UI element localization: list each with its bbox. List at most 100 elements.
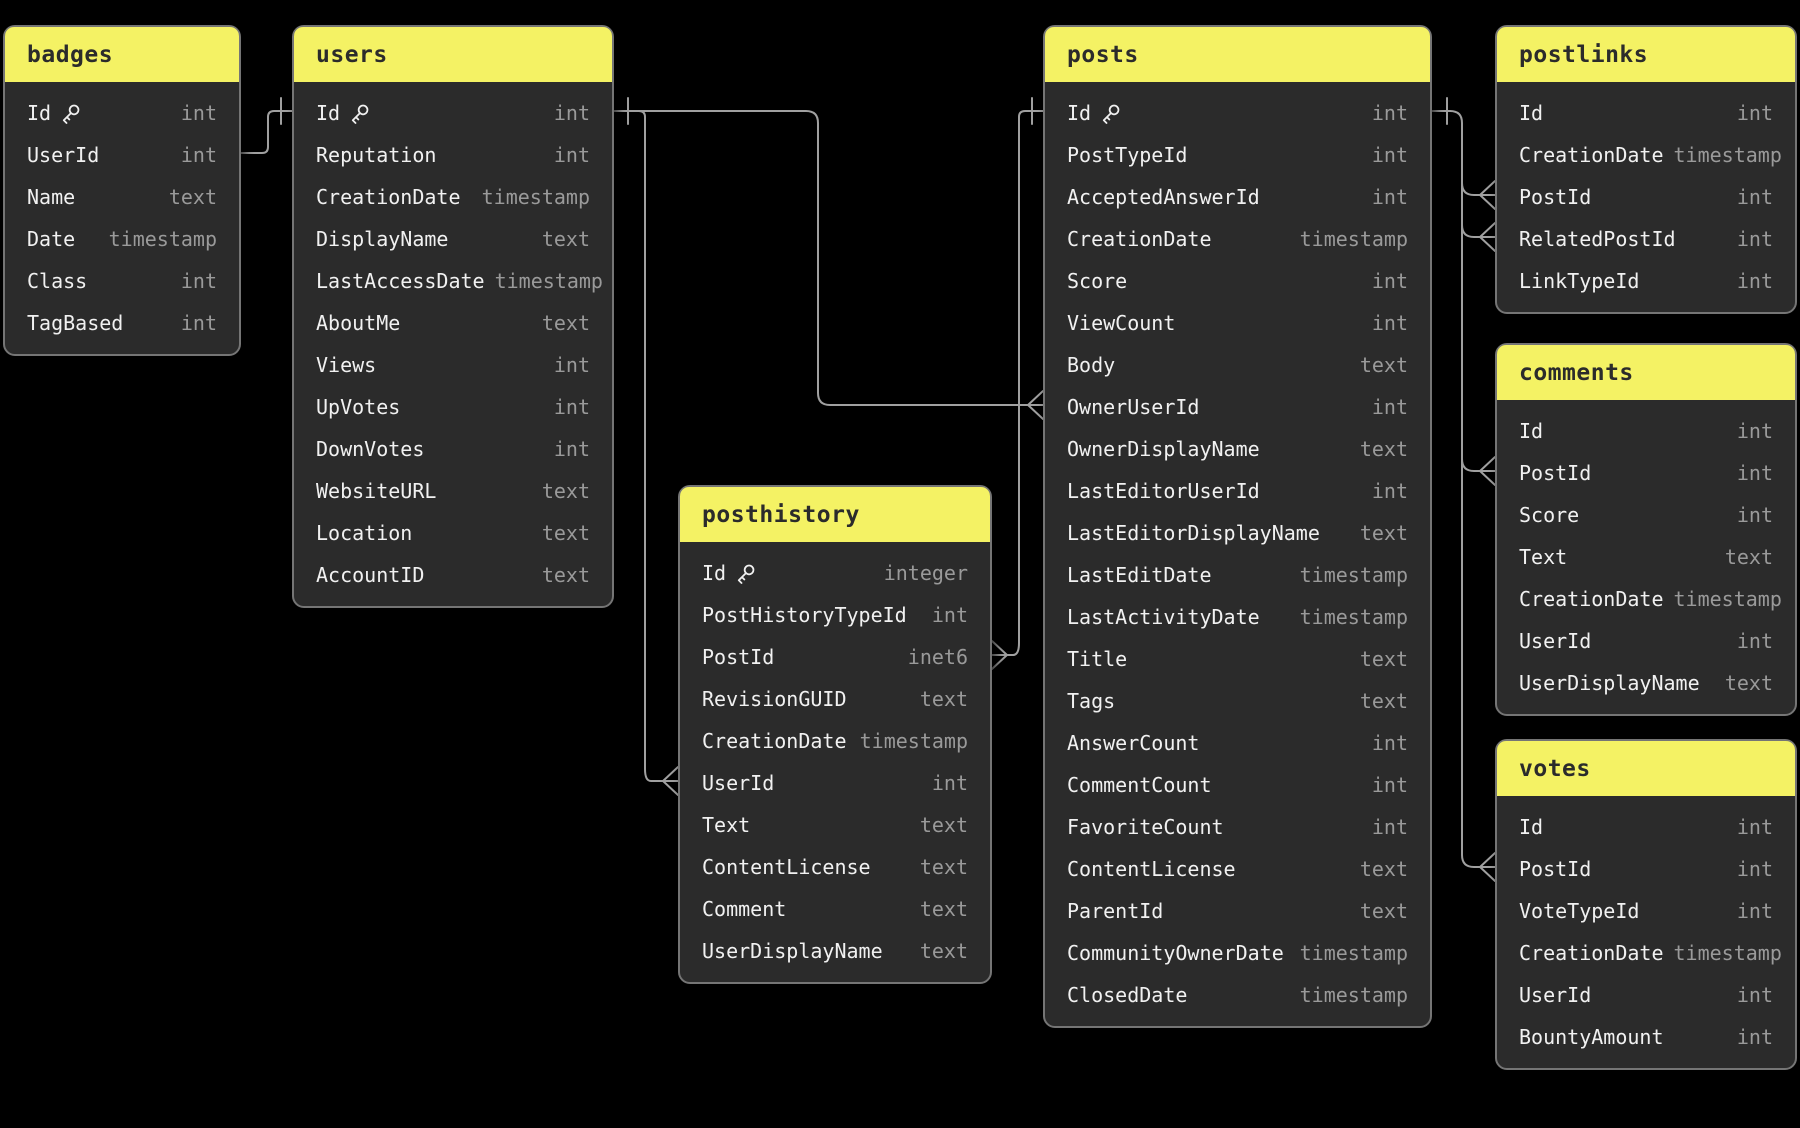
table-comments[interactable]: comments Id int PostId int Score int Text text Cr… [1495,343,1797,716]
field-row-users-AboutMe[interactable]: AboutMe text [294,302,612,344]
field-row-users-Reputation[interactable]: Reputation int [294,134,612,176]
field-row-posts-PostTypeId[interactable]: PostTypeId int [1045,134,1430,176]
field-row-users-AccountID[interactable]: AccountID text [294,554,612,596]
field-name-wrap: BountyAmount [1519,1025,1664,1049]
field-row-posts-LastEditorUserId[interactable]: LastEditorUserId int [1045,470,1430,512]
field-name: ContentLicense [1067,857,1236,881]
table-header-postlinks[interactable]: postlinks [1497,27,1795,82]
field-row-posthistory-Comment[interactable]: Comment text [680,888,990,930]
field-row-comments-CreationDate[interactable]: CreationDate timestamp [1497,578,1795,620]
table-posts[interactable]: posts Id int PostTypeId int AcceptedAnswerId i… [1043,25,1432,1028]
field-row-users-DisplayName[interactable]: DisplayName text [294,218,612,260]
field-row-posts-CommentCount[interactable]: CommentCount int [1045,764,1430,806]
field-row-badges-TagBased[interactable]: TagBased int [5,302,239,344]
field-row-badges-Date[interactable]: Date timestamp [5,218,239,260]
field-row-badges-UserId[interactable]: UserId int [5,134,239,176]
field-name-wrap: VoteTypeId [1519,899,1639,923]
field-row-postlinks-CreationDate[interactable]: CreationDate timestamp [1497,134,1795,176]
field-row-posts-ContentLicense[interactable]: ContentLicense text [1045,848,1430,890]
field-row-users-CreationDate[interactable]: CreationDate timestamp [294,176,612,218]
field-type: int [553,353,590,377]
field-row-votes-Id[interactable]: Id int [1497,806,1795,848]
field-name-wrap: Reputation [316,143,436,167]
table-header-badges[interactable]: badges [5,27,239,82]
field-row-postlinks-RelatedPostId[interactable]: RelatedPostId int [1497,218,1795,260]
table-header-users[interactable]: users [294,27,612,82]
field-row-posthistory-RevisionGUID[interactable]: RevisionGUID text [680,678,990,720]
table-postlinks[interactable]: postlinks Id int CreationDate timestamp PostI… [1495,25,1797,314]
field-row-badges-Id[interactable]: Id int [5,92,239,134]
field-row-posts-LastEditorDisplayName[interactable]: LastEditorDisplayName text [1045,512,1430,554]
field-row-posts-Score[interactable]: Score int [1045,260,1430,302]
field-row-posthistory-UserDisplayName[interactable]: UserDisplayName text [680,930,990,972]
field-row-posthistory-ContentLicense[interactable]: ContentLicense text [680,846,990,888]
table-badges[interactable]: badges Id int UserId int Name text Date timestam… [3,25,241,356]
field-row-posts-AnswerCount[interactable]: AnswerCount int [1045,722,1430,764]
field-row-users-WebsiteURL[interactable]: WebsiteURL text [294,470,612,512]
field-row-posts-LastActivityDate[interactable]: LastActivityDate timestamp [1045,596,1430,638]
field-row-comments-Text[interactable]: Text text [1497,536,1795,578]
field-row-posts-Id[interactable]: Id int [1045,92,1430,134]
field-row-postlinks-Id[interactable]: Id int [1497,92,1795,134]
field-row-comments-PostId[interactable]: PostId int [1497,452,1795,494]
field-row-votes-BountyAmount[interactable]: BountyAmount int [1497,1016,1795,1058]
field-row-comments-Score[interactable]: Score int [1497,494,1795,536]
field-row-badges-Class[interactable]: Class int [5,260,239,302]
table-header-votes[interactable]: votes [1497,741,1795,796]
field-row-posthistory-PostId[interactable]: PostId inet6 [680,636,990,678]
field-row-posts-CreationDate[interactable]: CreationDate timestamp [1045,218,1430,260]
field-row-comments-UserId[interactable]: UserId int [1497,620,1795,662]
field-row-posts-AcceptedAnswerId[interactable]: AcceptedAnswerId int [1045,176,1430,218]
field-name: Class [27,269,88,293]
field-row-votes-PostId[interactable]: PostId int [1497,848,1795,890]
field-name: RevisionGUID [702,687,847,711]
field-row-votes-VoteTypeId[interactable]: VoteTypeId int [1497,890,1795,932]
field-name: Reputation [316,143,437,167]
field-row-posthistory-Text[interactable]: Text text [680,804,990,846]
field-row-comments-UserDisplayName[interactable]: UserDisplayName text [1497,662,1795,704]
field-row-posts-ViewCount[interactable]: ViewCount int [1045,302,1430,344]
field-row-posts-OwnerUserId[interactable]: OwnerUserId int [1045,386,1430,428]
field-row-posts-LastEditDate[interactable]: LastEditDate timestamp [1045,554,1430,596]
field-row-comments-Id[interactable]: Id int [1497,410,1795,452]
table-header-posthistory[interactable]: posthistory [680,487,990,542]
table-votes[interactable]: votes Id int PostId int VoteTypeId int Creation… [1495,739,1797,1070]
field-row-postlinks-PostId[interactable]: PostId int [1497,176,1795,218]
field-type: text [541,521,590,545]
field-row-posts-CommunityOwnerDate[interactable]: CommunityOwnerDate timestamp [1045,932,1430,974]
field-row-users-Location[interactable]: Location text [294,512,612,554]
field-name: PostId [1519,857,1592,881]
field-row-posthistory-UserId[interactable]: UserId int [680,762,990,804]
table-users[interactable]: users Id int Reputation int CreationDate times… [292,25,614,608]
table-fields: Id int PostId int Score int Text text CreationDa… [1497,400,1795,714]
field-row-posts-Title[interactable]: Title text [1045,638,1430,680]
field-name-wrap: Date [27,227,75,251]
field-type: int [180,269,217,293]
field-row-posthistory-CreationDate[interactable]: CreationDate timestamp [680,720,990,762]
field-row-users-Id[interactable]: Id int [294,92,612,134]
field-row-posts-ClosedDate[interactable]: ClosedDate timestamp [1045,974,1430,1016]
table-header-comments[interactable]: comments [1497,345,1795,400]
field-name: AcceptedAnswerId [1067,185,1260,209]
field-row-posthistory-PostHistoryTypeId[interactable]: PostHistoryTypeId int [680,594,990,636]
field-row-posthistory-Id[interactable]: Id integer [680,552,990,594]
table-posthistory[interactable]: posthistory Id integer PostHistoryTypeId int… [678,485,992,984]
table-fields: Id int PostTypeId int AcceptedAnswerId int Cre… [1045,82,1430,1026]
field-row-users-UpVotes[interactable]: UpVotes int [294,386,612,428]
field-row-posts-Body[interactable]: Body text [1045,344,1430,386]
field-row-posts-ParentId[interactable]: ParentId text [1045,890,1430,932]
field-row-posts-FavoriteCount[interactable]: FavoriteCount int [1045,806,1430,848]
field-name: ViewCount [1067,311,1176,335]
field-row-badges-Name[interactable]: Name text [5,176,239,218]
field-row-posts-OwnerDisplayName[interactable]: OwnerDisplayName text [1045,428,1430,470]
table-header-posts[interactable]: posts [1045,27,1430,82]
field-name: OwnerUserId [1067,395,1200,419]
field-row-postlinks-LinkTypeId[interactable]: LinkTypeId int [1497,260,1795,302]
field-row-users-Views[interactable]: Views int [294,344,612,386]
field-row-users-LastAccessDate[interactable]: LastAccessDate timestamp [294,260,612,302]
field-row-votes-UserId[interactable]: UserId int [1497,974,1795,1016]
field-row-posts-Tags[interactable]: Tags text [1045,680,1430,722]
field-row-users-DownVotes[interactable]: DownVotes int [294,428,612,470]
field-row-votes-CreationDate[interactable]: CreationDate timestamp [1497,932,1795,974]
